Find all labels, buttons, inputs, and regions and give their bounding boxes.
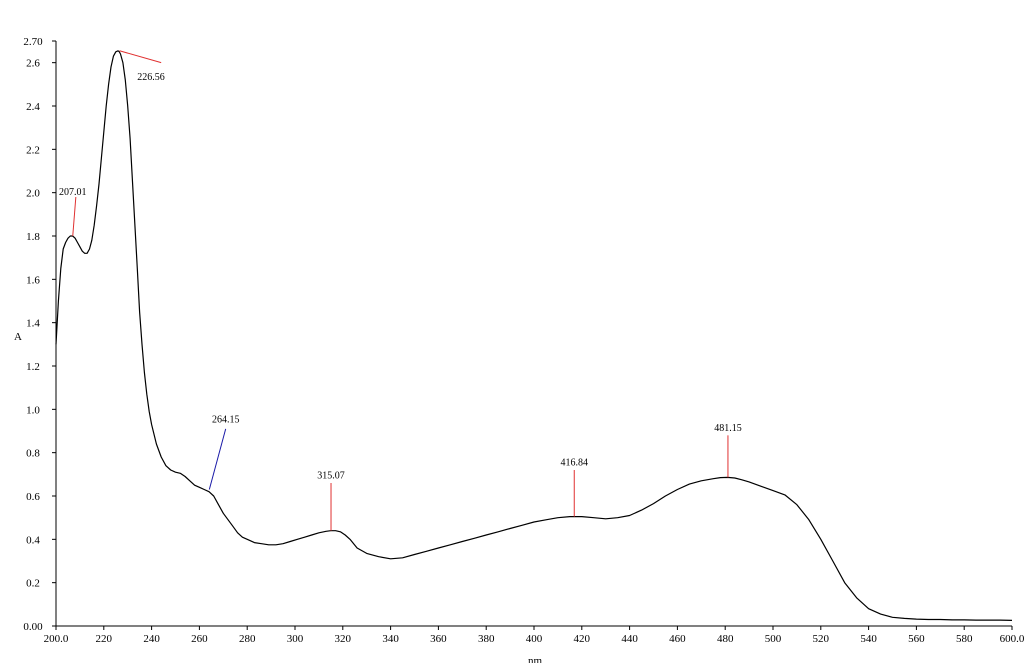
- peak-annotations: 207.01 226.56 264.15 315.07 416.84 481.15: [59, 50, 742, 531]
- x-tick-label: 480: [717, 633, 734, 645]
- y-tick-label: 0.2: [26, 578, 40, 590]
- y-tick-label: 0.6: [26, 491, 40, 503]
- x-tick-label: 320: [335, 633, 352, 645]
- x-tick-label: 520: [813, 633, 830, 645]
- x-tick-label: 580: [956, 633, 973, 645]
- x-tick-label: 240: [143, 633, 160, 645]
- x-tick-label: 260: [191, 633, 208, 645]
- y-tick-label: 1.8: [26, 231, 40, 243]
- y-tick-label: 1.0: [26, 404, 40, 416]
- y-tick-label: 2.2: [26, 144, 40, 156]
- peak-label: 226.56: [137, 72, 165, 83]
- y-tick-label: 0.4: [26, 534, 40, 546]
- x-axis-ticks: 200.0 220 240 260 280 300 320 340 360 380 400 420 44…: [44, 626, 1025, 645]
- axes: [55, 41, 1012, 627]
- x-tick-label: 200.0: [44, 633, 69, 645]
- absorbance-series-line: [55, 50, 1013, 621]
- x-tick-label: 460: [669, 633, 686, 645]
- peak-label: 264.15: [212, 414, 240, 425]
- x-tick-label: 420: [574, 633, 591, 645]
- y-tick-label: 1.4: [26, 318, 40, 330]
- y-tick-label: 1.6: [26, 274, 40, 286]
- x-tick-label: 500: [765, 633, 782, 645]
- peak-label: 481.15: [714, 423, 742, 434]
- x-axis-label: nm: [528, 655, 543, 663]
- x-tick-label: 440: [621, 633, 638, 645]
- peak-label: 315.07: [317, 471, 345, 482]
- y-tick-label: 2.4: [26, 101, 40, 113]
- x-tick-label: 560: [908, 633, 925, 645]
- x-tick-label: 280: [239, 633, 256, 645]
- y-axis-ticks: 0.00 0.2 0.4 0.6 0.8 1.0 1.2 1.4 1.6 1.8 2.0 2.2 2.4…: [23, 36, 56, 633]
- y-tick-label: 2.70: [23, 36, 43, 48]
- peak-marker-line: [72, 196, 77, 237]
- series-layer: [55, 50, 1013, 621]
- y-tick-label: 2.0: [26, 188, 40, 200]
- x-tick-label: 360: [430, 633, 447, 645]
- y-tick-label: 0.00: [23, 621, 43, 633]
- x-tick-label: 380: [478, 633, 495, 645]
- y-tick-label: 1.2: [26, 361, 40, 373]
- x-tick-label: 220: [96, 633, 113, 645]
- x-tick-label: 300: [287, 633, 304, 645]
- peak-marker-line: [208, 428, 227, 490]
- y-tick-label: 2.6: [26, 58, 40, 70]
- peak-marker-line: [119, 50, 162, 64]
- peak-label: 416.84: [560, 458, 588, 469]
- x-tick-label: 400: [526, 633, 543, 645]
- x-tick-label: 540: [860, 633, 877, 645]
- y-axis-label: A: [14, 331, 22, 343]
- x-tick-label: 340: [382, 633, 399, 645]
- peak-label: 207.01: [59, 187, 87, 198]
- y-tick-label: 0.8: [26, 448, 40, 460]
- x-tick-label: 600.0: [1000, 633, 1025, 645]
